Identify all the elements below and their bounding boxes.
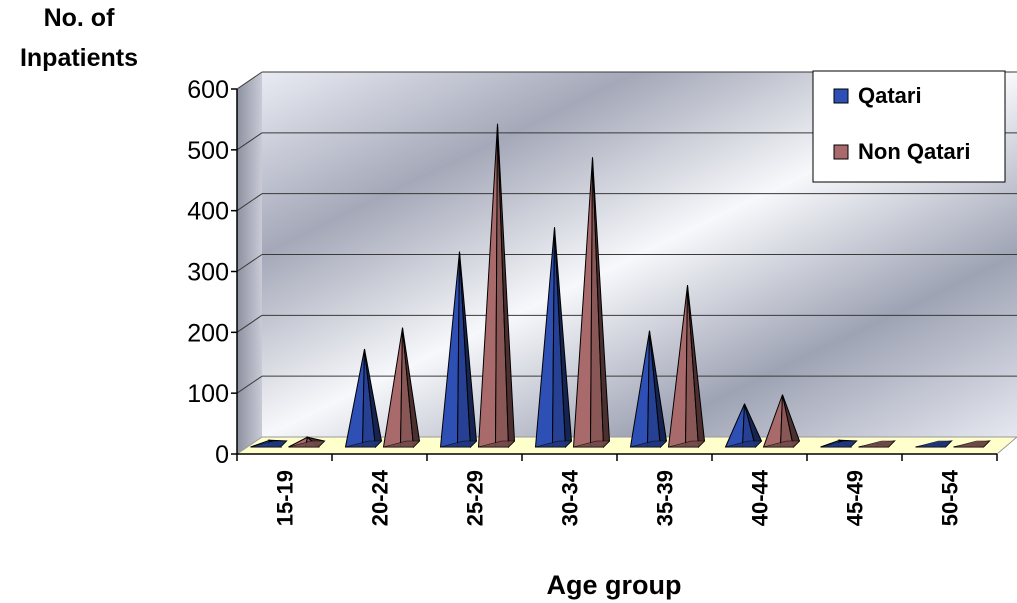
x-axis-title: Age group [547,570,682,600]
bar-base [573,440,611,448]
bar-qatari [344,348,383,449]
legend-swatch-qatari [833,88,849,104]
bar-base [345,440,383,448]
bar-qatari [820,439,858,448]
bar-non-qatari [572,157,611,449]
category-label: 50-54 [938,469,963,526]
category-label: 25-29 [463,470,488,526]
y-tick-label: 300 [187,259,229,287]
category-label: 30-34 [558,469,583,526]
y-axis-ticks: 0 100 200 300 400 500 600 [187,76,237,469]
bars [250,123,991,449]
gridline-side [236,254,263,272]
category-label: 40-44 [748,469,773,526]
x-axis-category-labels: 15-19 20-24 25-29 30-34 35-39 40-44 45-49 50-54 [273,469,963,526]
y-tick-label: 100 [187,380,229,408]
bar-non-qatari [762,394,801,449]
bar-base [763,440,801,448]
category-label: 15-19 [273,470,298,526]
bar-base [820,440,858,448]
bar-base [383,440,421,448]
y-tick-label: 600 [187,76,229,104]
category-label: 35-39 [653,470,678,526]
gridline-side [236,193,263,212]
bar-qatari [439,251,478,449]
bar-qatari [250,439,288,448]
gridline-side [236,314,263,333]
bar-non-qatari [953,440,991,448]
bar-non-qatari [288,436,326,448]
bar-base [915,440,953,448]
bar-base [858,440,896,448]
y-axis-title: No. of Inpatients [20,4,138,72]
bar-base [440,440,478,448]
bar-base [630,440,668,448]
y-tick-label: 0 [215,441,229,469]
category-label: 20-24 [368,469,393,526]
legend: Qatari Non Qatari [812,70,1006,183]
legend-label-non-qatari: Non Qatari [858,139,970,164]
x-axis-ticks [236,454,998,461]
bar-base [478,440,516,448]
legend-swatch-non-qatari [833,144,849,160]
y-axis-title-line-1: No. of [44,4,115,32]
y-tick-label: 200 [187,319,229,347]
bar-qatari [629,330,668,449]
bar-non-qatari [477,123,516,449]
bar-base [953,440,991,448]
y-tick-label: 500 [187,137,229,165]
bar-base [668,440,706,448]
bar-qatari [915,440,953,448]
bar-non-qatari [382,327,421,449]
gridline-side [236,375,263,394]
gridline-side [236,71,263,90]
bar-qatari [724,403,763,448]
y-tick-label: 400 [187,198,229,226]
bar-non-qatari [858,440,896,448]
bar-base [288,440,326,448]
gridline-side [236,132,263,151]
bar-base [535,440,573,448]
bar-base [725,440,763,448]
bar-non-qatari [667,285,706,449]
category-label: 45-49 [843,470,868,526]
bar-qatari [534,227,573,449]
legend-label-qatari: Qatari [858,83,922,108]
bar-base [250,440,288,448]
y-axis-title-line-2: Inpatients [20,44,138,72]
